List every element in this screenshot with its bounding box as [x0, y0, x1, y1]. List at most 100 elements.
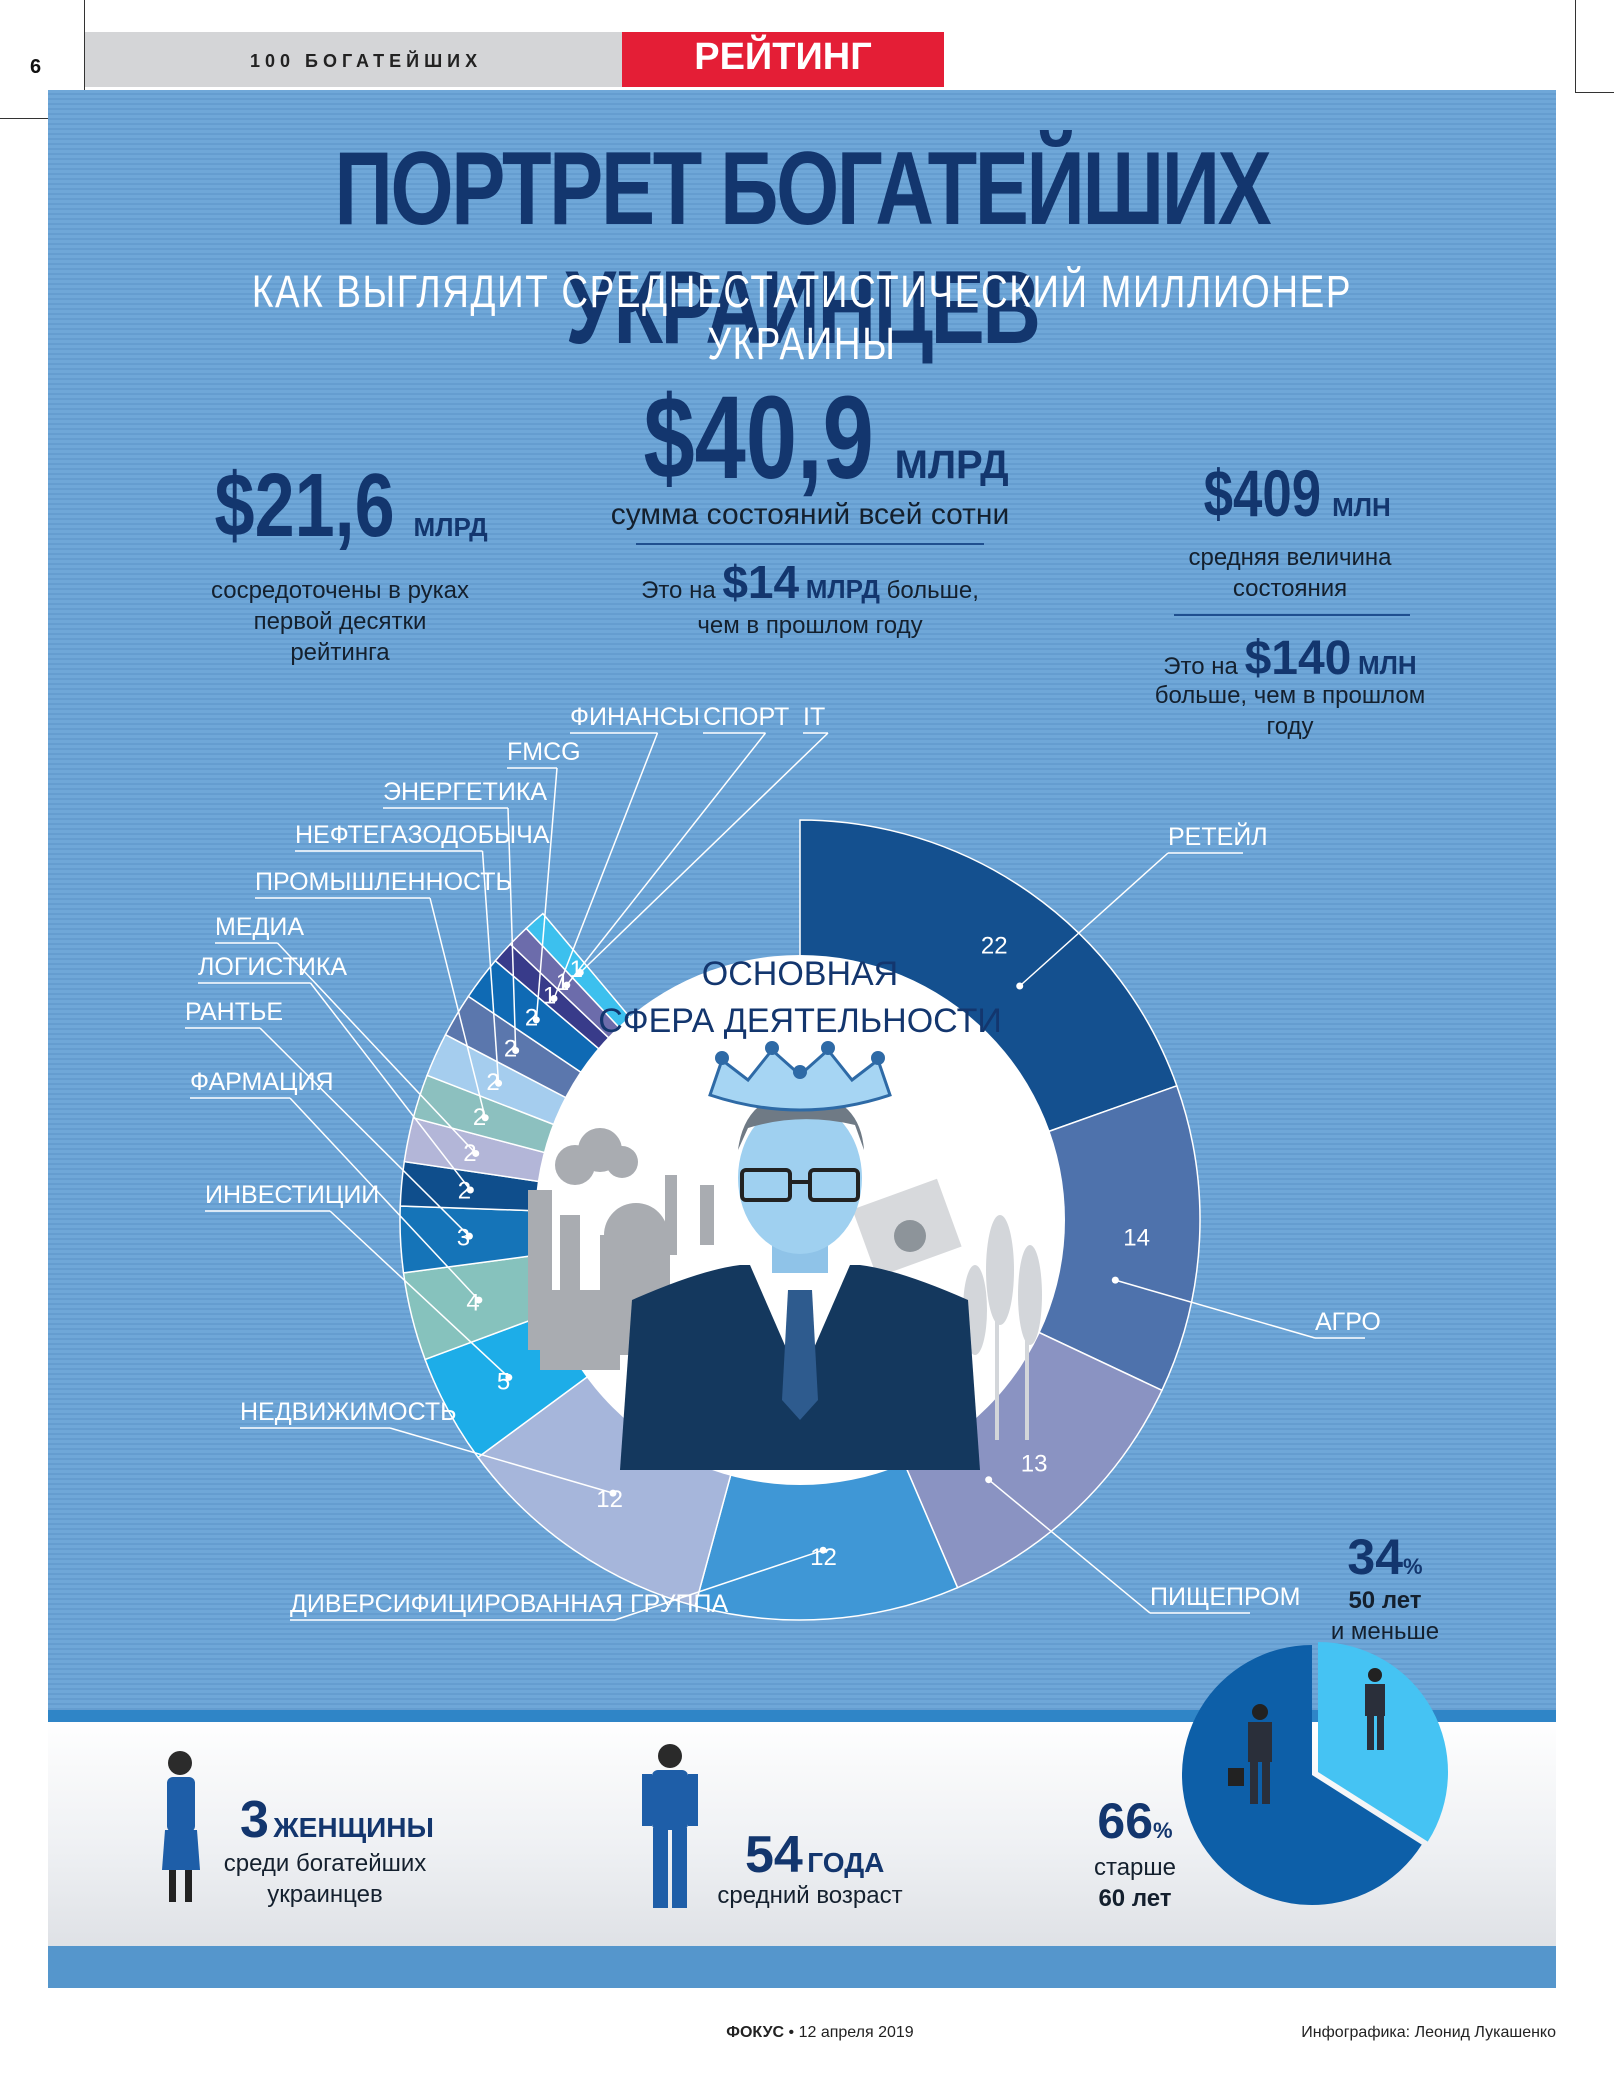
- donut-value-label: 2: [473, 1104, 486, 1131]
- age-old-text: старше 60 лет: [1060, 1852, 1210, 1914]
- stat-top10-unit: МЛРД: [413, 512, 488, 542]
- text-line: украинцев: [267, 1881, 383, 1909]
- divider: [1174, 614, 1410, 616]
- stat-total-delta: Это на $14 МЛРД больше,: [560, 553, 1060, 613]
- donut-value-label: 1: [556, 969, 569, 996]
- women-stat: 3 ЖЕНЩИНЫ: [240, 1790, 434, 1850]
- donut-value-label: 5: [497, 1368, 510, 1395]
- donut-value-label: 13: [1021, 1450, 1048, 1477]
- footer-date: 12 апреля 2019: [798, 2024, 914, 2041]
- donut-category-label: ПРОМЫШЛЕННОСТЬ: [255, 868, 512, 896]
- page-title: ПОРТРЕТ БОГАТЕЙШИХ УКРАИНЦЕВ: [334, 131, 1272, 366]
- center-label-line2: СФЕРА ДЕЯТЕЛЬНОСТИ: [598, 1002, 1002, 1040]
- pct-value: 34: [1347, 1529, 1404, 1585]
- leader-line: [259, 1027, 470, 1237]
- leader-dot: [609, 1489, 617, 1497]
- woman-icon: [162, 1751, 200, 1902]
- stat-average-delta-lines: больше, чем в прошлом году: [1090, 680, 1490, 742]
- donut-value-label: 2: [504, 1035, 517, 1062]
- leader-line: [507, 807, 517, 1051]
- donut-value-label: 12: [596, 1486, 623, 1513]
- leader-dot: [481, 1114, 489, 1122]
- donut-value-label: 3: [457, 1224, 470, 1251]
- footer-brand: ФОКУС: [726, 2024, 785, 2041]
- donut-category-label: ДИВЕРСИФИЦИРОВАННАЯ ГРУППА: [290, 1590, 728, 1618]
- leader-dot: [819, 1546, 827, 1554]
- leader-dot: [563, 981, 571, 989]
- age-old-pct: 66%: [1080, 1792, 1190, 1850]
- text-line: среди богатейших: [223, 1850, 427, 1877]
- delta-prefix: Это на: [1163, 653, 1238, 680]
- age-stat: 54 ГОДА: [745, 1825, 884, 1885]
- donut-value-label: 22: [981, 933, 1008, 960]
- text-line: году: [1266, 713, 1314, 741]
- delta-value: $140: [1244, 632, 1352, 685]
- donut-value-label: 2: [486, 1069, 499, 1096]
- donut-value-label: 1: [543, 983, 556, 1010]
- delta-suffix: больше,: [886, 577, 979, 604]
- text-line: старше: [1093, 1854, 1177, 1881]
- stat-total-unit: МЛРД: [894, 443, 1009, 487]
- leader-line: [614, 1549, 824, 1621]
- donut-value-label: 14: [1123, 1224, 1150, 1251]
- leader-line: [276, 942, 477, 1154]
- stat-top10-text: сосредоточены в руках первой десятки рей…: [140, 575, 540, 669]
- man-icon: [642, 1744, 698, 1908]
- donut-category-label: НЕФТЕГАЗОДОБЫЧА: [295, 821, 550, 849]
- rubric-badge: [622, 32, 944, 87]
- leader-dot: [985, 1476, 993, 1484]
- leader-line: [1019, 852, 1169, 987]
- women-word: ЖЕНЩИНЫ: [273, 1812, 434, 1843]
- center-label-line1: ОСНОВНАЯ: [702, 955, 898, 993]
- footer-brand-date: ФОКУС • 12 апреля 2019: [620, 2024, 1020, 2042]
- pct-sign: %: [1153, 1818, 1173, 1843]
- center-illustration: [528, 1041, 1042, 1470]
- leader-dot: [1016, 982, 1024, 990]
- donut-value-label: 4: [466, 1290, 479, 1317]
- leader-dot: [466, 1186, 474, 1194]
- stat-average-text: средняя величина состояния: [1090, 542, 1490, 604]
- leader-line: [1115, 1279, 1316, 1339]
- donut-category-label: ФАРМАЦИЯ: [190, 1068, 334, 1096]
- leader-line: [553, 732, 659, 999]
- stat-top10: $21,6 МЛРД: [140, 455, 540, 558]
- donut-category-label: РЕТЕЙЛ: [1168, 821, 1268, 851]
- stat-average-unit: МЛН: [1332, 492, 1391, 522]
- leader-dot: [475, 1296, 483, 1304]
- young-man-icon: [1365, 1668, 1385, 1750]
- age-word: ГОДА: [807, 1847, 885, 1878]
- donut-category-label: IT: [803, 703, 825, 731]
- donut-category-label: СПОРТ: [703, 703, 789, 731]
- leader-dot: [495, 1079, 503, 1087]
- leader-line: [579, 732, 829, 974]
- delta-unit: МЛРД: [805, 574, 880, 604]
- leader-line: [535, 767, 558, 1020]
- page-subtitle: КАК ВЫГЛЯДИТ СРЕДНЕСТАТИСТИЧЕСКИЙ МИЛЛИО…: [251, 266, 1353, 369]
- stat-average-delta: Это на $140 МЛН: [1090, 628, 1490, 690]
- text-line: больше, чем в прошлом: [1154, 682, 1426, 709]
- age-pie-slice-old: [1182, 1645, 1422, 1905]
- businessman-small-icon: [1228, 1704, 1272, 1804]
- text-line: первой десятки: [253, 608, 427, 636]
- leader-dot: [532, 1016, 540, 1024]
- donut-category-label: ЭНЕРГЕТИКА: [383, 778, 547, 806]
- women-text: среди богатейших украинцев: [190, 1848, 460, 1910]
- leader-line: [566, 732, 767, 986]
- leader-dot: [472, 1149, 480, 1157]
- footer-sep: •: [788, 2024, 795, 2041]
- age-young-text: 50 лет и меньше: [1300, 1585, 1470, 1647]
- stat-average-value: $409: [1203, 456, 1322, 530]
- text-line: сосредоточены в руках: [210, 577, 470, 604]
- leader-dot: [576, 968, 584, 976]
- leader-dot: [465, 1232, 473, 1240]
- section-label: 100 БОГАТЕЙШИХ: [250, 51, 483, 71]
- stat-average: $409 МЛН: [1090, 455, 1490, 531]
- donut-category-label: МЕДИА: [215, 913, 304, 941]
- wheat-icon: [963, 1215, 1042, 1440]
- donut-value-label: 2: [525, 1004, 538, 1031]
- donut-value-label: 2: [458, 1177, 471, 1204]
- leader-dot: [512, 1047, 520, 1055]
